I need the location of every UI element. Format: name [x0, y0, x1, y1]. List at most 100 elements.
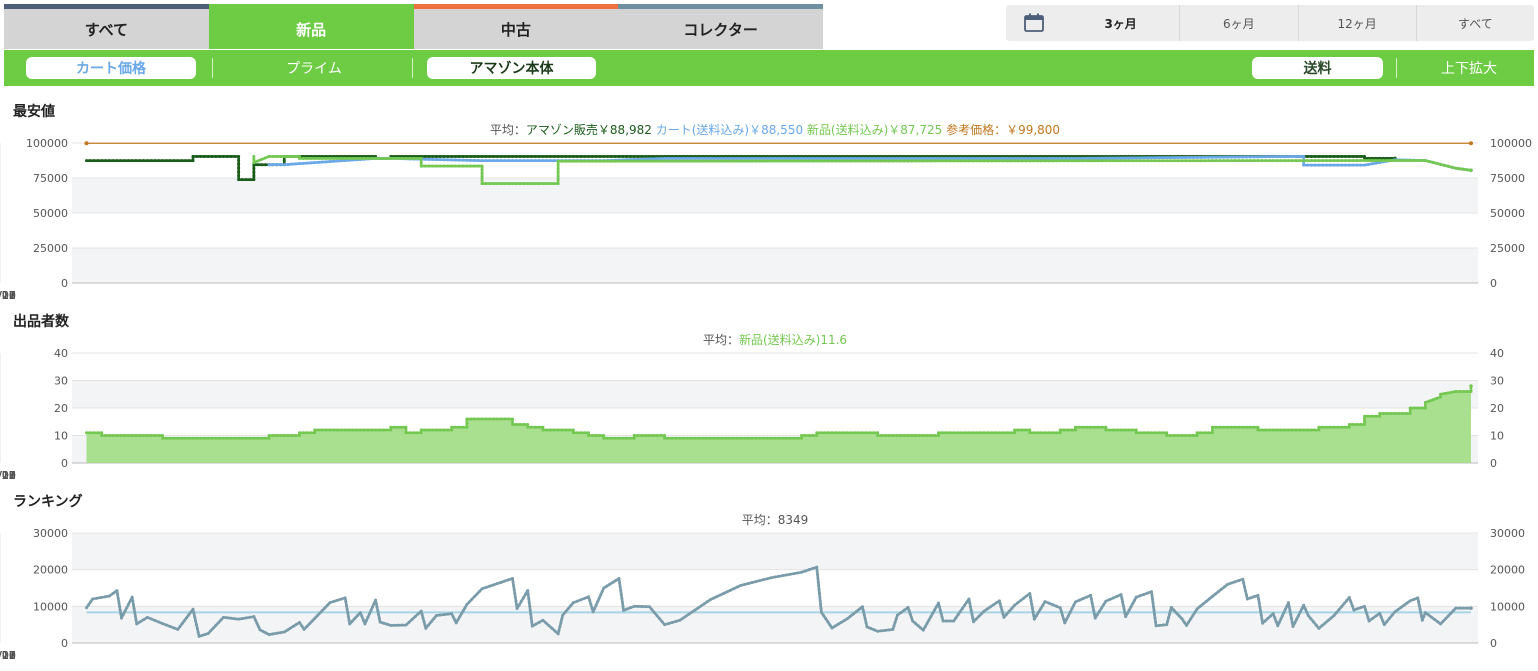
data-point	[526, 159, 530, 163]
data-point	[252, 166, 256, 170]
data-point	[842, 619, 846, 623]
data-point	[366, 428, 370, 432]
data-point	[594, 434, 598, 437]
data-point	[1142, 156, 1146, 160]
data-point	[909, 616, 913, 620]
x-tick-label: 05/13	[0, 469, 16, 482]
range-12-months[interactable]: 12ヶ月	[1297, 5, 1416, 41]
data-point	[135, 622, 139, 626]
data-point	[385, 156, 389, 160]
data-point	[1248, 159, 1252, 163]
data-point	[571, 154, 575, 158]
data-point	[724, 436, 727, 440]
data-point	[816, 580, 820, 584]
data-point	[1249, 596, 1253, 600]
data-point	[431, 164, 435, 168]
data-point	[472, 164, 476, 168]
data-point	[123, 434, 127, 437]
tab-used[interactable]: 中古	[413, 4, 619, 49]
data-point	[781, 436, 785, 440]
data-point	[967, 431, 971, 435]
data-point	[636, 159, 640, 163]
data-point	[427, 164, 431, 168]
tab-all[interactable]: すべて	[4, 4, 209, 49]
data-point	[1152, 605, 1156, 609]
data-point	[1359, 423, 1363, 426]
data-point	[735, 159, 739, 163]
data-point	[1363, 156, 1366, 160]
data-point	[727, 156, 731, 160]
data-point	[1152, 609, 1156, 613]
zoom-toggle[interactable]: 上下拡大	[1404, 57, 1534, 79]
data-point	[800, 159, 804, 163]
data-point	[537, 425, 541, 429]
data-point	[596, 600, 600, 604]
data-point	[1343, 425, 1347, 429]
data-point	[1089, 159, 1093, 163]
data-point	[1233, 580, 1237, 584]
data-point	[1188, 159, 1192, 163]
range-6-months[interactable]: 6ヶ月	[1179, 5, 1297, 41]
data-point	[583, 596, 587, 600]
cart-price-toggle[interactable]: カート価格	[26, 57, 196, 79]
data-point	[248, 615, 252, 619]
tab-collector[interactable]: コレクター	[618, 4, 823, 49]
range-all[interactable]: すべて	[1415, 5, 1534, 41]
data-point	[1134, 431, 1138, 435]
data-point	[731, 436, 735, 440]
data-point	[85, 606, 88, 610]
data-point	[1423, 401, 1427, 404]
data-point	[697, 159, 701, 163]
data-point	[233, 617, 237, 621]
data-point	[1417, 600, 1421, 604]
data-point	[1359, 606, 1363, 610]
data-point	[556, 167, 560, 171]
data-point	[1207, 597, 1211, 601]
calendar-icon[interactable]	[1006, 5, 1062, 41]
shipping-toggle[interactable]: 送料	[1252, 57, 1383, 79]
data-point	[857, 431, 861, 435]
data-point	[480, 587, 484, 591]
data-point	[1469, 141, 1473, 146]
x-tick-label: 05/06	[0, 289, 16, 302]
data-point	[781, 574, 785, 578]
data-point	[1282, 611, 1286, 615]
data-point	[1001, 159, 1005, 163]
data-point	[807, 156, 811, 160]
range-3-months[interactable]: 3ヶ月	[1062, 5, 1179, 41]
data-point	[606, 436, 610, 440]
data-point	[446, 612, 450, 616]
data-point	[1302, 163, 1306, 167]
data-point	[288, 626, 292, 630]
data-point	[618, 584, 622, 588]
data-point	[944, 156, 948, 160]
data-point	[583, 154, 587, 158]
data-point	[1371, 616, 1375, 620]
x-tick-label: 05/13	[0, 649, 16, 662]
tab-new[interactable]: 新品	[208, 4, 414, 49]
data-point	[237, 162, 241, 166]
data-point	[854, 610, 858, 614]
prime-toggle[interactable]: プライム	[224, 57, 404, 79]
data-point	[1317, 626, 1321, 630]
data-point	[929, 434, 933, 437]
y-tick-label-right: 75000	[1490, 172, 1525, 185]
data-point	[1298, 154, 1302, 158]
data-point	[1216, 590, 1220, 594]
amazon-toggle[interactable]: アマゾン本体	[427, 57, 596, 79]
data-point	[619, 592, 623, 596]
data-point	[765, 436, 769, 440]
data-point	[1233, 425, 1237, 429]
data-point	[1158, 623, 1162, 627]
data-point	[579, 154, 583, 158]
toggle-label: カート価格	[76, 61, 146, 77]
data-point	[1385, 619, 1389, 623]
data-point	[419, 156, 423, 160]
data-point	[130, 434, 134, 437]
data-point	[1151, 601, 1155, 605]
data-point	[575, 159, 579, 163]
data-point	[1328, 154, 1332, 158]
data-point	[575, 154, 579, 158]
data-point	[1276, 624, 1280, 628]
data-point	[1336, 154, 1340, 158]
